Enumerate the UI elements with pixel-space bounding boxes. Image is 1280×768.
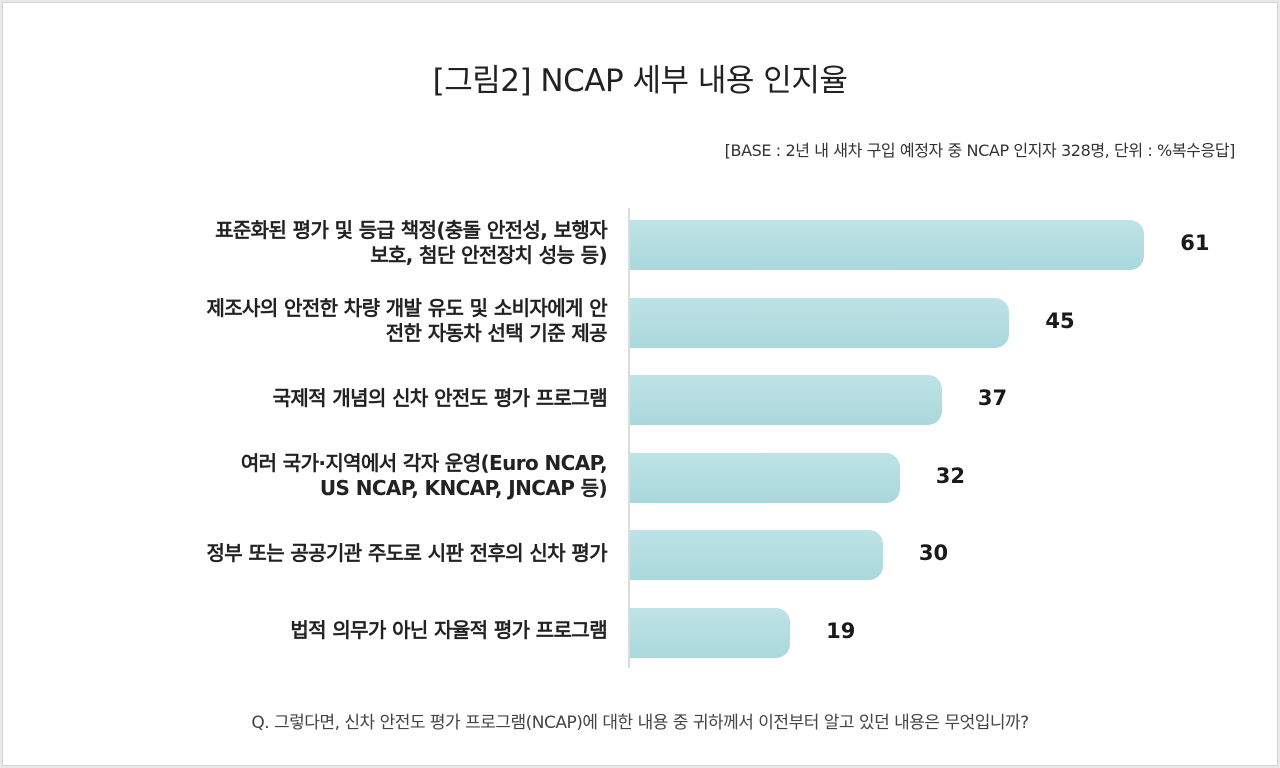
category-label-line: 정부 또는 공공기관 주도로 시판 전후의 신차 평가	[206, 540, 607, 565]
category-label-line: 표준화된 평가 및 등급 책정(충돌 안전성, 보행자	[215, 218, 608, 242]
data-label: 61	[1180, 231, 1210, 255]
data-label: 45	[1045, 308, 1075, 333]
bar	[630, 220, 1145, 270]
category-label-line: 제조사의 안전한 차량 개발 유도 및 소비자에게 안	[206, 295, 607, 320]
survey-question: Q. 그렇다면, 신차 안전도 평가 프로그램(NCAP)에 대한 내용 중 귀…	[251, 713, 1029, 733]
bar	[630, 452, 900, 503]
category-label-line: 여러 국가·지역에서 각자 운영(Euro NCAP,	[240, 450, 608, 475]
category-label-line: US NCAP, KNCAP, JNCAP 등)	[319, 475, 608, 500]
category-label-line: 국제적 개념의 신차 안전도 평가 프로그램	[272, 385, 608, 410]
category-label: 여러 국가·지역에서 각자 운영(Euro NCAP, US NCAP, KNCA…	[87, 450, 608, 501]
category-label: 국제적 개념의 신차 안전도 평가 프로그램	[87, 385, 608, 411]
category-label: 법적 의무가 아닌 자율적 평가 프로그램	[87, 618, 607, 643]
category-label-line: 법적 의무가 아닌 자율적 평가 프로그램	[290, 618, 607, 642]
data-label: 30	[918, 541, 949, 565]
y-axis-line	[628, 208, 630, 668]
category-label: 표준화된 평가 및 등급 책정(충돌 안전성, 보행자 보호, 첨단 안전장치 성…	[87, 218, 608, 268]
bar	[630, 375, 942, 425]
bar	[630, 297, 1010, 348]
chart-subtitle: [BASE : 2년 내 새차 구입 예정자 중 NCAP 인지자 328명, …	[724, 141, 1236, 160]
category-label-line: 전한 자동차 선택 기준 제공	[385, 320, 608, 345]
data-label: 32	[935, 463, 965, 488]
bar	[630, 530, 883, 580]
bar	[630, 607, 791, 658]
chart-title: [그림2] NCAP 세부 내용 인지율	[432, 63, 848, 99]
category-label: 제조사의 안전한 차량 개발 유도 및 소비자에게 안 전한 자동차 선택 기준 …	[87, 296, 607, 346]
category-label-line: 보호, 첨단 안전장치 성능 등)	[370, 243, 607, 267]
data-label: 37	[977, 386, 1008, 410]
data-label: 19	[826, 618, 856, 643]
category-label: 정부 또는 공공기관 주도로 시판 전후의 신차 평가	[87, 541, 607, 566]
